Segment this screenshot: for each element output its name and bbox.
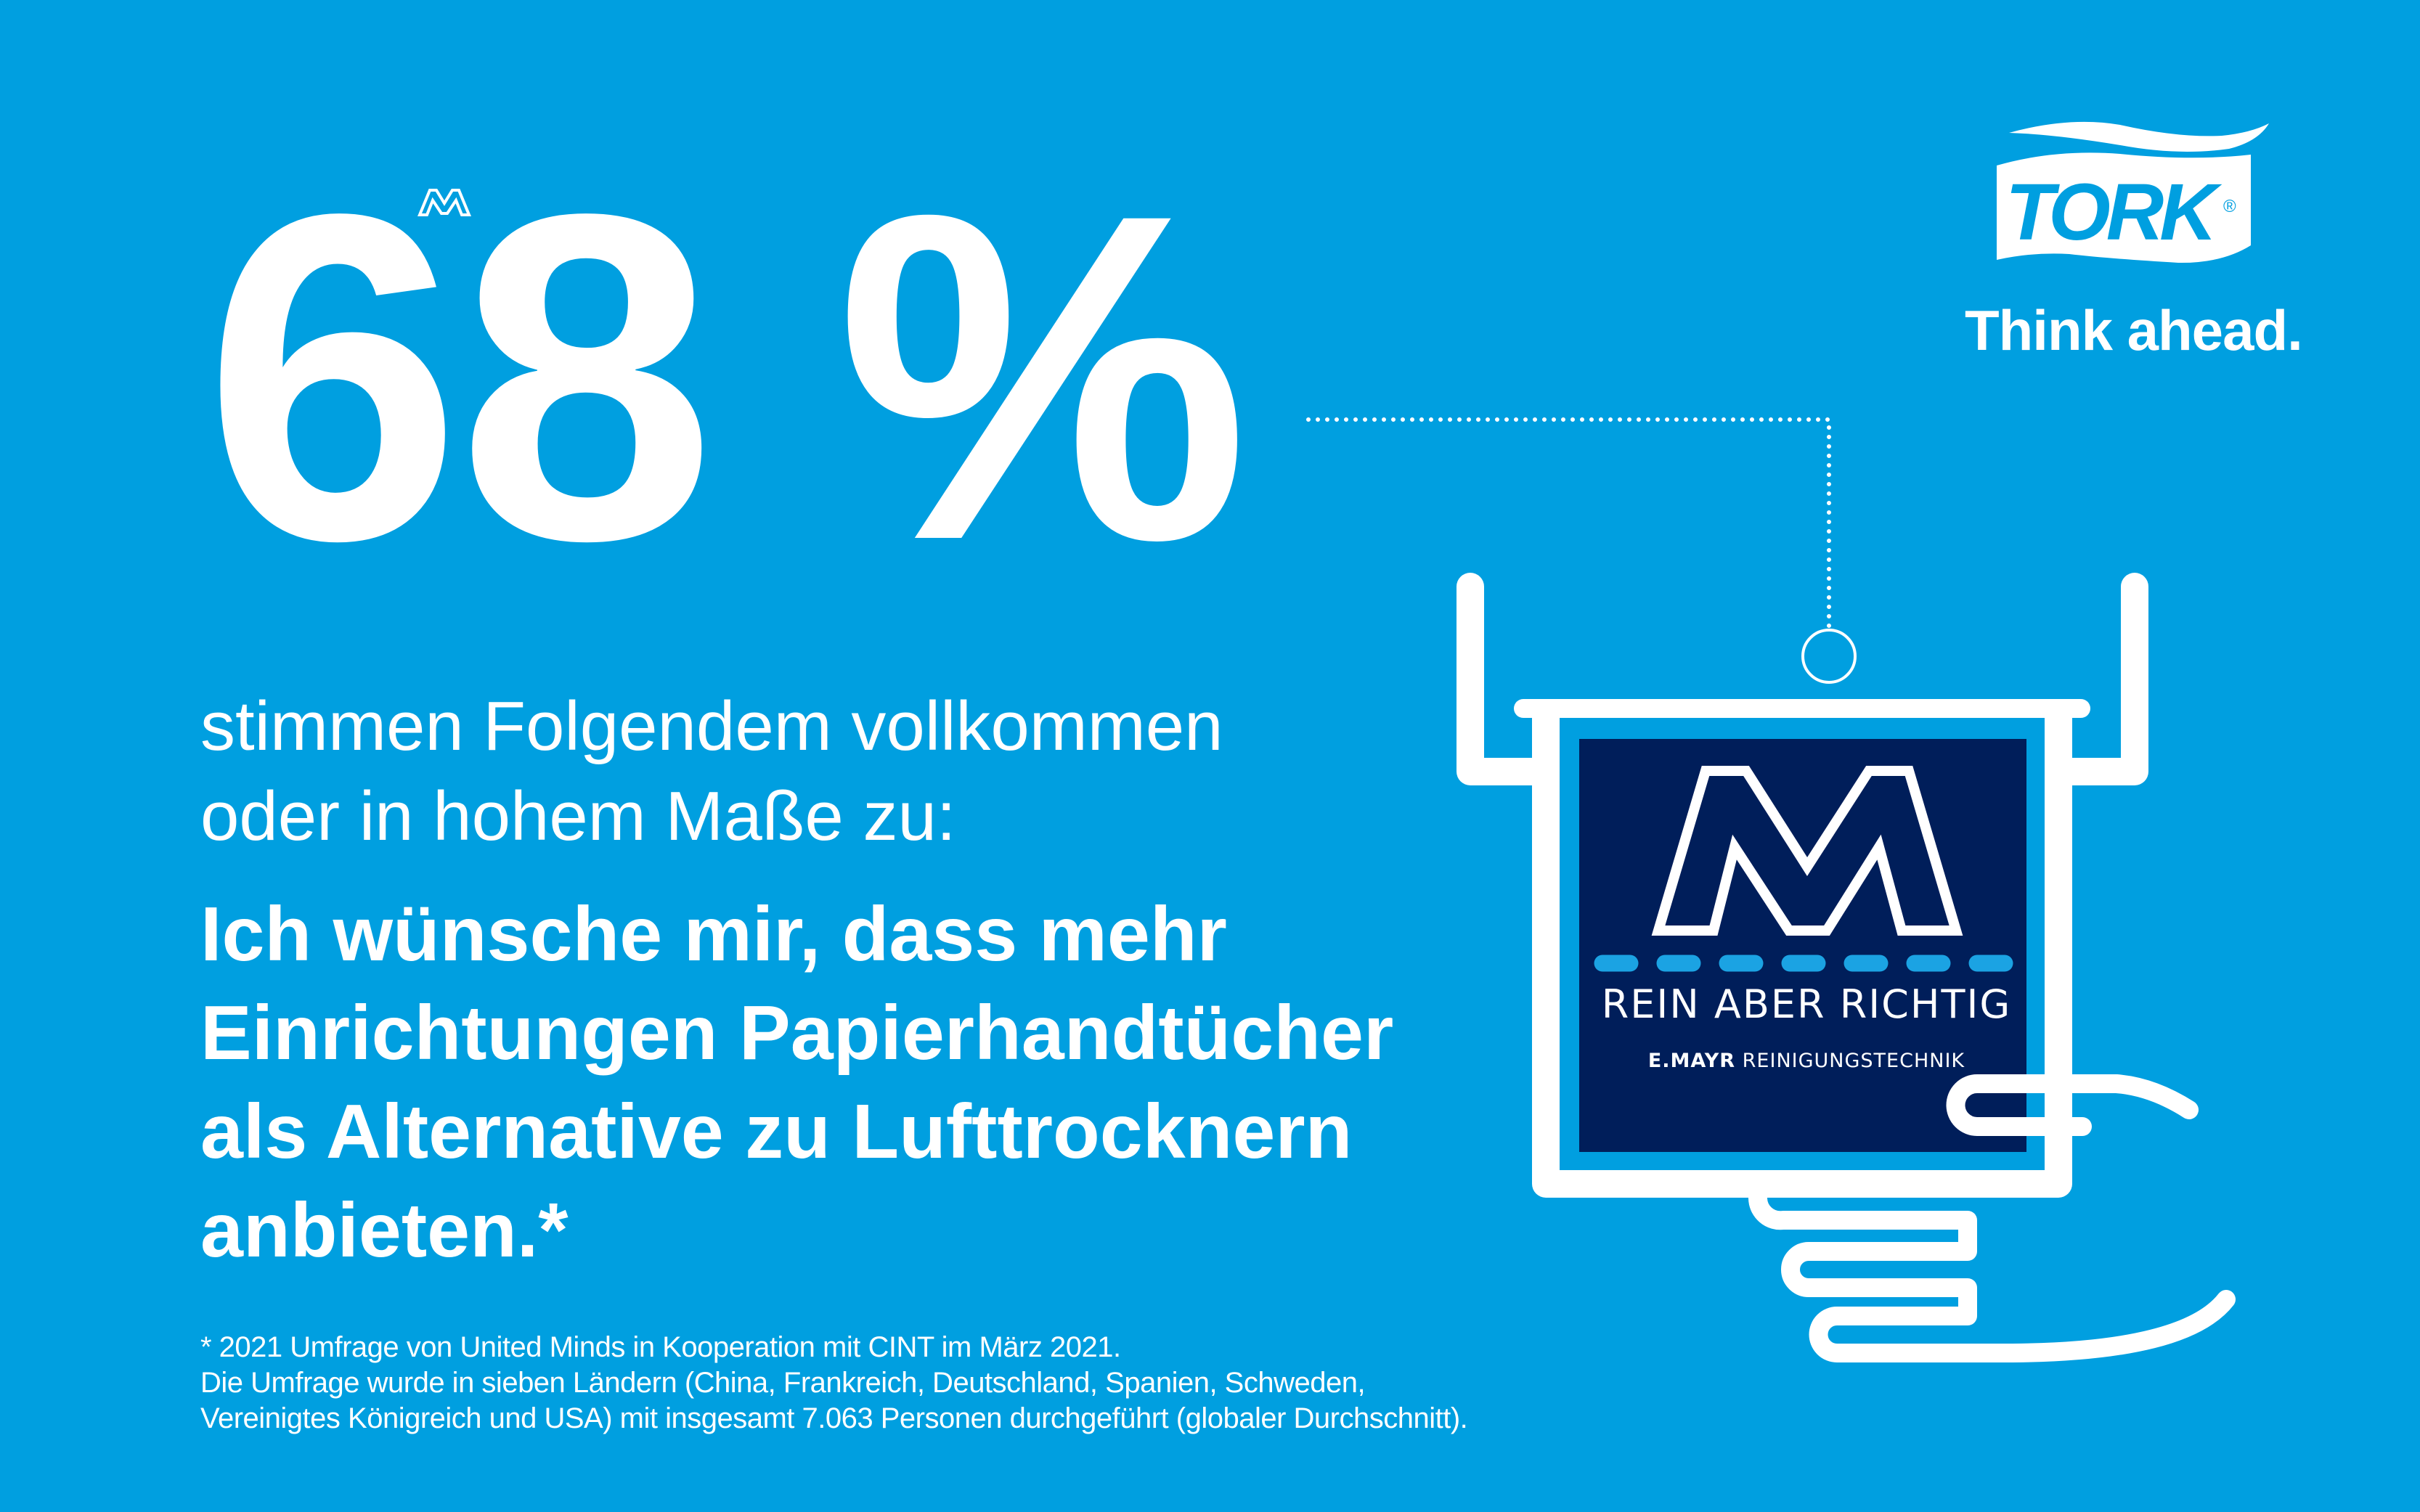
- claim-line-1: Ich wünsche mir, dass mehr: [200, 891, 1227, 977]
- tork-logo: TORK ®: [1997, 121, 2269, 263]
- footnote-line-2: Die Umfrage wurde in sieben Ländern (Chi…: [200, 1367, 1366, 1399]
- claim-line-3: als Alternative zu Lufttrocknern: [200, 1089, 1353, 1174]
- lead-line-1: stimmen Folgendem vollkommen: [200, 687, 1223, 765]
- left-bracket: [1457, 573, 1547, 785]
- tork-wordmark: TORK: [2005, 168, 2223, 257]
- dotted-connector-line: [1306, 417, 1831, 631]
- brand-tagline: Think ahead.: [1965, 298, 2303, 362]
- partner-company: E.MAYR REINIGUNGSTECHNIK: [1648, 1050, 1965, 1072]
- claim-line-4: anbieten.*: [200, 1188, 569, 1273]
- registered-mark: ®: [2223, 197, 2236, 216]
- dispenser-frame: [1532, 716, 2072, 1198]
- partner-company-bold: E.MAYR: [1648, 1050, 1735, 1072]
- small-m-icon: [417, 189, 471, 216]
- connector-circle-icon: [1801, 629, 1857, 684]
- lead-line-2: oder in hohem Maße zu:: [200, 777, 956, 855]
- headline-percentage: 68 %: [203, 118, 1250, 637]
- partner-logo-panel: [1579, 739, 2026, 1152]
- partner-slogan: REIN ABER RICHTIG: [1602, 981, 2011, 1027]
- right-bracket: [2057, 573, 2148, 785]
- hand-towel-lines: [1748, 1188, 2236, 1362]
- footnote-line-1: * 2021 Umfrage von United Minds in Koope…: [200, 1331, 1121, 1363]
- partner-company-rest: REINIGUNGSTECHNIK: [1743, 1050, 1965, 1072]
- footnote-line-3: Vereinigtes Königreich und USA) mit insg…: [200, 1402, 1468, 1434]
- claim-line-2: Einrichtungen Papierhandtücher: [200, 990, 1394, 1076]
- hand-finger: [1946, 1074, 2199, 1136]
- partner-m-logo: [1651, 766, 1963, 936]
